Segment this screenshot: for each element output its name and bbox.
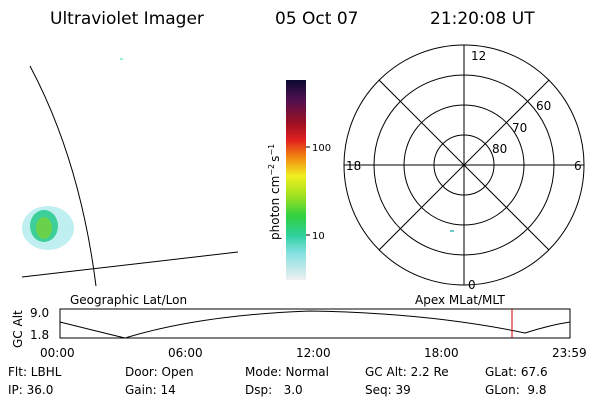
lat-label: 70 [512,121,527,135]
y-label: 9.0 [30,306,49,320]
x-label: 23:59 [552,346,587,360]
y-axis-label: GC Alt [11,310,25,348]
timeline-frame [59,308,571,339]
limb-arc [29,65,97,287]
mlt-label: 6 [574,159,582,173]
label-sup: −1 [267,144,276,156]
info-field: GLon: 9.8 [485,383,546,397]
mlt-label: 18 [346,159,361,173]
label-sup: −2 [267,164,276,176]
info-field: Mode: Normal [245,365,329,379]
info-field: IP: 36.0 [8,383,53,397]
info-field: Dsp: 3.0 [245,383,303,397]
colorbar: 100 10 photon cm−2 s−1 [267,80,331,280]
info-panel: Flt: LBHL Door: Open Mode: Normal GC Alt: 2… [8,365,548,397]
label-part: photon cm [268,176,282,240]
colorbar-label: photon cm−2 s−1 [267,144,282,240]
colorbar-tick-label: 10 [312,231,325,242]
colorbar-tick-label: 100 [312,143,331,154]
info-field: Seq: 39 [365,383,411,397]
info-field: GC Alt: 2.2 Re [365,365,449,379]
title: Ultraviolet Imager [50,9,204,29]
speck [450,230,454,232]
info-field: Gain: 14 [125,383,176,397]
y-label: 1.8 [30,328,49,342]
speck [120,58,123,60]
label-part: s [268,156,282,162]
map-panel [21,58,239,287]
timeline-title: Geographic Lat/Lon [70,293,187,307]
lat-label: 60 [536,99,551,113]
mlt-label: 12 [471,49,486,63]
date: 05 Oct 07 [275,9,358,29]
x-label: 12:00 [296,346,331,360]
lat-line [21,251,239,278]
polar-grid: 12 18 6 0 60 70 80 [343,44,585,292]
mlt-label: 0 [468,278,476,292]
aurora-core [36,217,52,239]
time: 21:20:08 UT [430,9,535,29]
info-field: Door: Open [125,365,194,379]
spoke [378,79,550,251]
info-field: GLat: 67.6 [485,365,548,379]
x-label: 18:00 [424,346,459,360]
altitude-curve [59,310,571,339]
timeline-title: Apex MLat/MLT [415,293,505,307]
x-label: 00:00 [40,346,75,360]
x-label: 06:00 [168,346,203,360]
lat-label: 80 [492,142,507,156]
info-field: Flt: LBHL [8,365,62,379]
timeline: Geographic Lat/Lon Apex MLat/MLT GC Alt … [11,293,587,360]
colorbar-scale [286,80,306,280]
